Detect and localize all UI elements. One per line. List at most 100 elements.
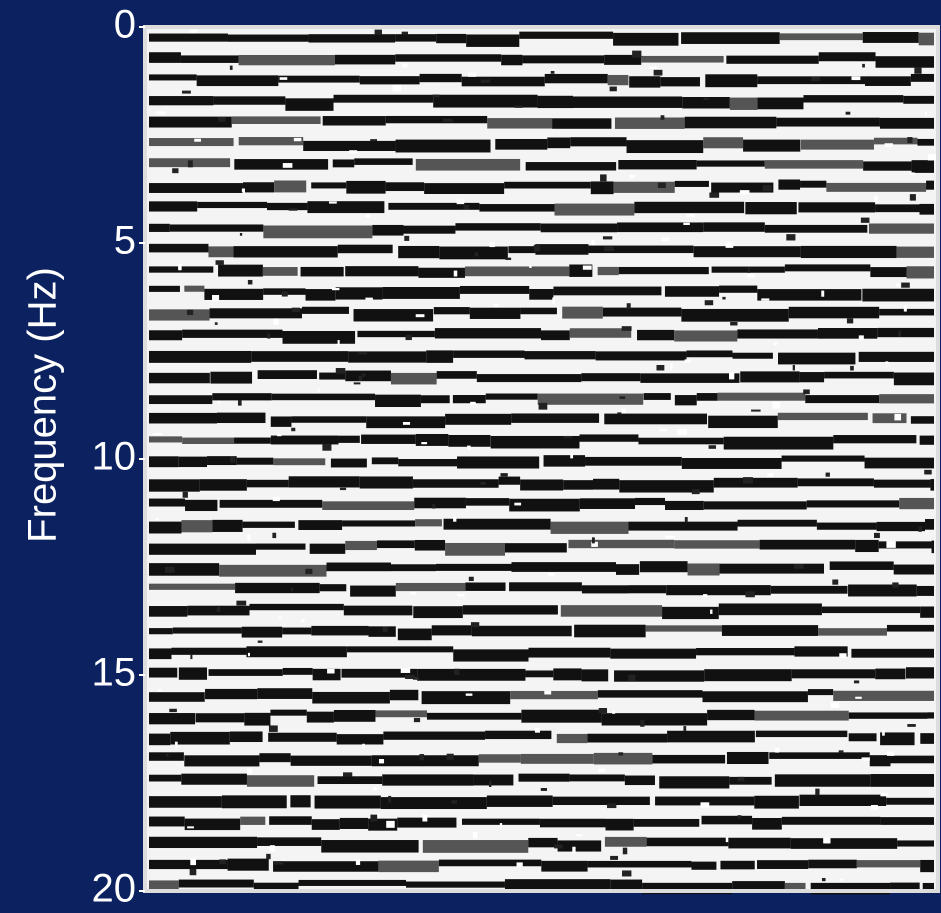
texture-speck xyxy=(470,401,476,406)
texture-stripe xyxy=(848,712,928,719)
texture-speck xyxy=(832,579,839,585)
texture-stripe xyxy=(540,223,618,233)
texture-stripe xyxy=(509,582,582,592)
texture-stripe xyxy=(666,585,771,596)
texture-speck xyxy=(218,116,226,122)
texture-stripe xyxy=(601,713,708,726)
texture-stripe xyxy=(346,646,454,653)
texture-stripe xyxy=(390,372,437,385)
texture-stripe xyxy=(263,225,373,239)
texture-speck xyxy=(468,576,474,582)
texture-stripe xyxy=(282,627,312,635)
texture-stripe xyxy=(208,246,234,258)
texture-stripe xyxy=(906,266,934,279)
texture-speck xyxy=(725,837,729,843)
texture-speck xyxy=(328,201,337,204)
texture-speck xyxy=(575,834,583,837)
texture-speck xyxy=(327,668,335,674)
texture-stripe xyxy=(231,116,321,124)
texture-speck xyxy=(281,291,288,297)
texture-speck xyxy=(619,396,626,399)
texture-speck xyxy=(172,168,179,174)
texture-speck xyxy=(293,137,302,142)
texture-speck xyxy=(725,242,734,248)
texture-stripe xyxy=(335,287,383,300)
texture-stripe xyxy=(604,54,642,65)
texture-speck xyxy=(927,154,937,161)
y-tick-label: 20 xyxy=(92,867,137,911)
texture-stripe xyxy=(922,882,934,891)
texture-speck xyxy=(421,442,428,445)
texture-speck xyxy=(272,532,277,539)
texture-stripe xyxy=(389,689,419,701)
texture-stripe xyxy=(421,691,511,705)
texture-speck xyxy=(683,222,690,226)
texture-stripe xyxy=(920,733,934,744)
texture-speck xyxy=(898,330,902,338)
texture-stripe xyxy=(395,34,437,42)
texture-stripe xyxy=(196,75,279,87)
texture-stripe xyxy=(754,795,799,809)
texture-stripe xyxy=(443,518,551,530)
texture-speck xyxy=(267,333,271,339)
texture-speck xyxy=(257,640,263,643)
texture-stripe xyxy=(418,267,465,278)
texture-speck xyxy=(861,757,870,761)
texture-stripe xyxy=(149,583,236,590)
texture-stripe xyxy=(708,415,778,429)
texture-stripe xyxy=(240,816,266,825)
texture-speck xyxy=(277,434,282,437)
texture-stripe xyxy=(886,797,934,805)
texture-stripe xyxy=(171,647,247,655)
texture-stripe xyxy=(833,690,934,701)
texture-stripe xyxy=(926,180,934,190)
texture-stripe xyxy=(337,244,393,254)
texture-stripe xyxy=(604,836,647,847)
texture-stripe xyxy=(319,584,347,592)
texture-stripe xyxy=(322,501,415,511)
texture-stripe xyxy=(212,393,272,401)
texture-stripe xyxy=(382,774,474,786)
texture-speck xyxy=(618,752,624,756)
texture-stripe xyxy=(592,478,620,490)
texture-stripe xyxy=(333,94,434,103)
texture-speck xyxy=(621,408,626,414)
texture-speck xyxy=(282,163,293,168)
texture-speck xyxy=(700,802,710,808)
texture-stripe xyxy=(149,33,228,42)
texture-speck xyxy=(216,606,221,613)
texture-speck xyxy=(598,708,608,714)
texture-stripe xyxy=(149,309,210,321)
texture-stripe xyxy=(553,286,662,296)
texture-speck xyxy=(291,307,300,313)
texture-speck xyxy=(858,335,864,340)
texture-stripe xyxy=(628,521,738,531)
texture-speck xyxy=(773,342,778,346)
texture-speck xyxy=(353,382,361,385)
texture-stripe xyxy=(466,34,520,47)
texture-speck xyxy=(665,535,675,539)
texture-stripe xyxy=(422,840,529,853)
texture-speck xyxy=(657,182,666,188)
texture-speck xyxy=(470,622,480,628)
texture-speck xyxy=(190,29,198,33)
texture-stripe xyxy=(371,755,479,767)
texture-stripe xyxy=(485,730,552,740)
texture-stripe xyxy=(415,433,449,446)
texture-stripe xyxy=(687,563,720,576)
texture-speck xyxy=(709,192,720,198)
texture-stripe xyxy=(288,476,360,488)
texture-stripe xyxy=(726,55,819,64)
texture-stripe xyxy=(212,519,243,532)
texture-stripe xyxy=(573,96,683,108)
texture-stripe xyxy=(911,160,934,173)
texture-stripe xyxy=(645,625,722,632)
texture-stripe xyxy=(204,288,264,300)
texture-stripe xyxy=(270,709,307,716)
texture-speck xyxy=(480,79,491,83)
texture-stripe xyxy=(361,434,416,444)
texture-stripe xyxy=(880,732,915,746)
texture-stripe xyxy=(319,372,346,380)
texture-stripe xyxy=(149,330,183,341)
texture-stripe xyxy=(149,816,185,827)
